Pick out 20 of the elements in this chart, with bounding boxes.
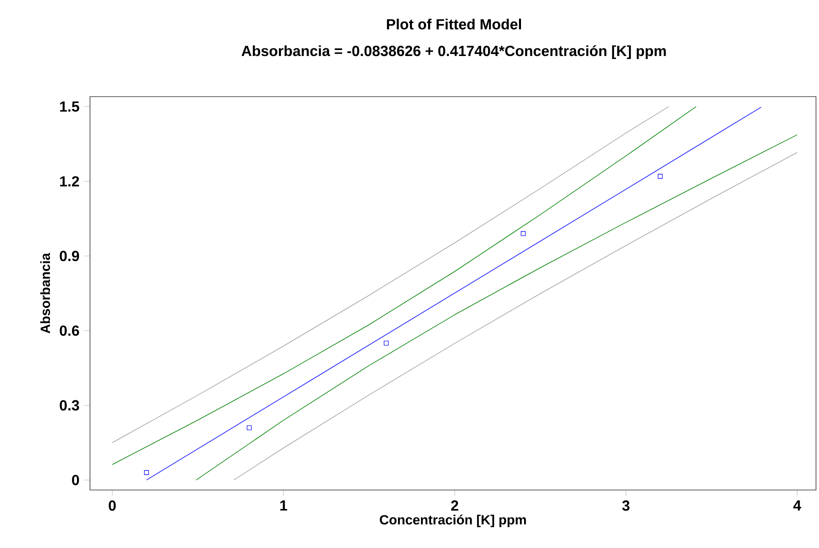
y-tick-label: 0.9 — [60, 250, 80, 262]
y-tick-label: 0.3 — [60, 400, 80, 411]
point — [520, 231, 526, 236]
y-axis-title: Absorbancia — [40, 252, 50, 334]
x-tick-label: 0 — [108, 500, 116, 511]
chart-title: Plot of Fitted Model — [386, 18, 521, 30]
point — [384, 340, 389, 346]
chart-subtitle: Absorbancia = -0.0838626 + 0.417404*Concentración [K] ppm — [242, 45, 666, 60]
x-axis-title: Concentración [K] ppm — [380, 514, 526, 528]
y-tick-label: 0.6 — [60, 325, 80, 336]
y-tick-label: 1.2 — [60, 176, 80, 186]
x-tick-label: 2 — [451, 500, 458, 511]
x-tick-label: 4 — [793, 500, 802, 510]
x-tick-label: 3 — [622, 500, 630, 511]
point — [246, 425, 252, 430]
y-tick-label: 1.5 — [60, 102, 80, 112]
y-tick-label: 0 — [72, 474, 79, 486]
point — [658, 174, 663, 179]
point — [144, 470, 149, 475]
x-tick-label: 1 — [280, 500, 288, 510]
